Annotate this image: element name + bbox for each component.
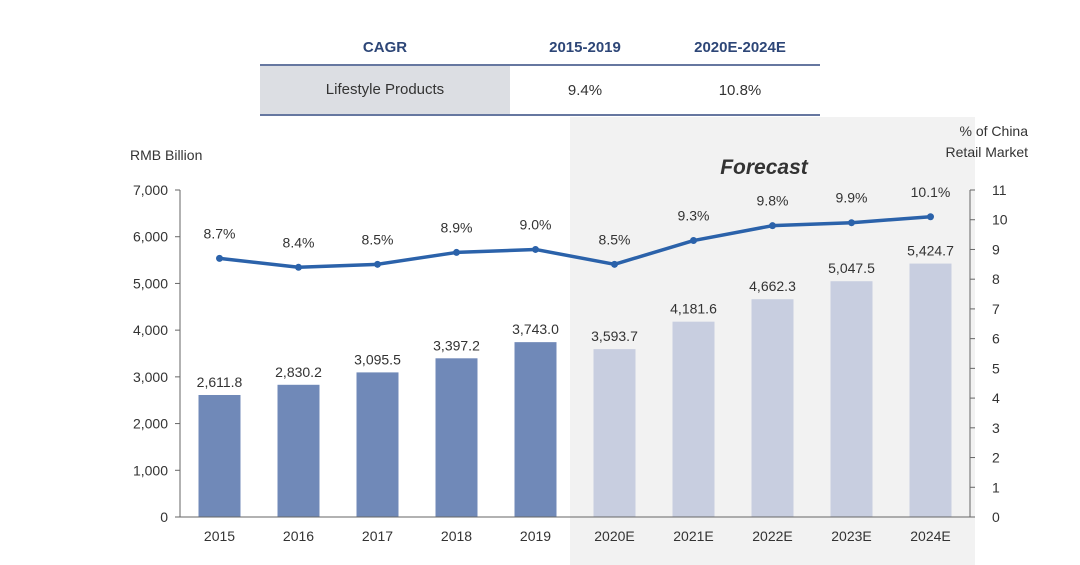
- bar-value-label-2021E: 4,181.6: [670, 301, 717, 317]
- bar-2016: [277, 384, 320, 517]
- y2-axis-title-line: % of China: [960, 123, 1029, 139]
- y-tick-label: 4,000: [133, 322, 168, 338]
- y2-tick-label: 9: [992, 241, 1000, 257]
- cagr-row-label: Lifestyle Products: [260, 66, 510, 114]
- bar-value-label-2016: 2,830.2: [275, 364, 322, 380]
- line-point-2016: [295, 263, 302, 271]
- x-tick-label-2016: 2016: [283, 528, 314, 544]
- x-tick-label-2021E: 2021E: [673, 528, 713, 544]
- line-value-label-2019: 9.0%: [520, 216, 552, 232]
- cagr-header-label: CAGR: [362, 38, 408, 56]
- y2-tick-label: 6: [992, 331, 1000, 347]
- y-tick-label: 1,000: [133, 462, 168, 478]
- line-value-label-2016: 8.4%: [283, 234, 315, 250]
- y2-axis-title-line: Retail Market: [946, 144, 1029, 160]
- x-tick-label-2023E: 2023E: [831, 528, 871, 544]
- line-value-label-2024E: 10.1%: [911, 184, 951, 200]
- bar-value-label-2020E: 3,593.7: [591, 328, 638, 344]
- bar-2018: [435, 358, 478, 517]
- y-tick-label: 0: [160, 509, 168, 525]
- y2-tick-label: 0: [992, 509, 1000, 525]
- y2-tick-label: 1: [992, 479, 1000, 495]
- x-tick-label-2024E: 2024E: [910, 528, 950, 544]
- cagr-value-period-2: 10.8%: [718, 81, 762, 99]
- bar-2015: [198, 394, 241, 517]
- bar-value-label-2023E: 5,047.5: [828, 260, 875, 276]
- x-tick-label-2017: 2017: [362, 528, 393, 544]
- y2-tick-label: 10: [992, 212, 1008, 228]
- y2-tick-label: 4: [992, 390, 1000, 406]
- line-point-2019: [532, 245, 539, 253]
- line-value-label-2015: 8.7%: [204, 225, 236, 241]
- x-tick-label-2015: 2015: [204, 528, 235, 544]
- y2-tick-label: 5: [992, 360, 1000, 376]
- bar-2022E: [751, 299, 794, 517]
- cagr-value-period-1: 9.4%: [567, 81, 603, 99]
- x-tick-label-2018: 2018: [441, 528, 472, 544]
- line-point-2015: [216, 254, 223, 262]
- forecast-label: Forecast: [720, 156, 809, 179]
- cagr-header-period-2: 2020E-2024E: [694, 38, 786, 56]
- y2-tick-label: 11: [992, 182, 1007, 198]
- line-point-2022E: [769, 222, 776, 230]
- y2-tick-label: 3: [992, 420, 1000, 436]
- line-point-2017: [374, 260, 381, 268]
- y2-tick-label: 2: [992, 450, 1000, 466]
- line-value-label-2021E: 9.3%: [678, 208, 710, 224]
- line-value-label-2018: 8.9%: [441, 219, 473, 235]
- cagr-table: CAGR 2015-2019 2020E-2024E Lifestyle Pro…: [260, 30, 820, 116]
- y2-tick-label: 7: [992, 301, 1000, 317]
- bar-2024E: [909, 263, 952, 517]
- bar-value-label-2017: 3,095.5: [354, 351, 401, 367]
- line-value-label-2020E: 8.5%: [599, 231, 631, 247]
- cagr-header-row: CAGR 2015-2019 2020E-2024E: [260, 30, 820, 66]
- line-point-2021E: [690, 237, 697, 245]
- line-point-2018: [453, 248, 460, 256]
- x-tick-label-2020E: 2020E: [594, 528, 634, 544]
- line-point-2024E: [927, 213, 934, 221]
- bar-value-label-2015: 2,611.8: [197, 374, 243, 390]
- line-value-label-2022E: 9.8%: [757, 193, 789, 209]
- bar-2020E: [593, 349, 636, 517]
- line-value-label-2023E: 9.9%: [836, 190, 868, 206]
- y-axis-title: RMB Billion: [130, 147, 202, 163]
- y-tick-label: 2,000: [133, 416, 168, 432]
- bar-value-label-2018: 3,397.2: [433, 337, 480, 353]
- line-series: [219, 215, 931, 270]
- bar-2017: [356, 372, 399, 517]
- x-tick-label-2022E: 2022E: [752, 528, 792, 544]
- bar-2023E: [830, 281, 873, 517]
- bar-value-label-2019: 3,743.0: [512, 321, 559, 337]
- bar-2019: [514, 342, 557, 517]
- line-value-label-2017: 8.5%: [362, 231, 394, 247]
- bar-value-label-2022E: 4,662.3: [749, 278, 796, 294]
- y2-tick-label: 8: [992, 271, 1000, 287]
- bar-value-label-2024E: 5,424.7: [907, 243, 954, 259]
- line-point-2023E: [848, 219, 855, 227]
- y-tick-label: 7,000: [133, 182, 168, 198]
- bar-2021E: [672, 321, 715, 517]
- x-tick-label-2019: 2019: [520, 528, 551, 544]
- y-tick-label: 3,000: [133, 369, 168, 385]
- y-tick-label: 5,000: [133, 275, 168, 291]
- line-point-2020E: [611, 260, 618, 268]
- cagr-header-period-1: 2015-2019: [549, 38, 621, 56]
- cagr-data-row: Lifestyle Products 9.4% 10.8%: [260, 66, 820, 116]
- y-tick-label: 6,000: [133, 229, 168, 245]
